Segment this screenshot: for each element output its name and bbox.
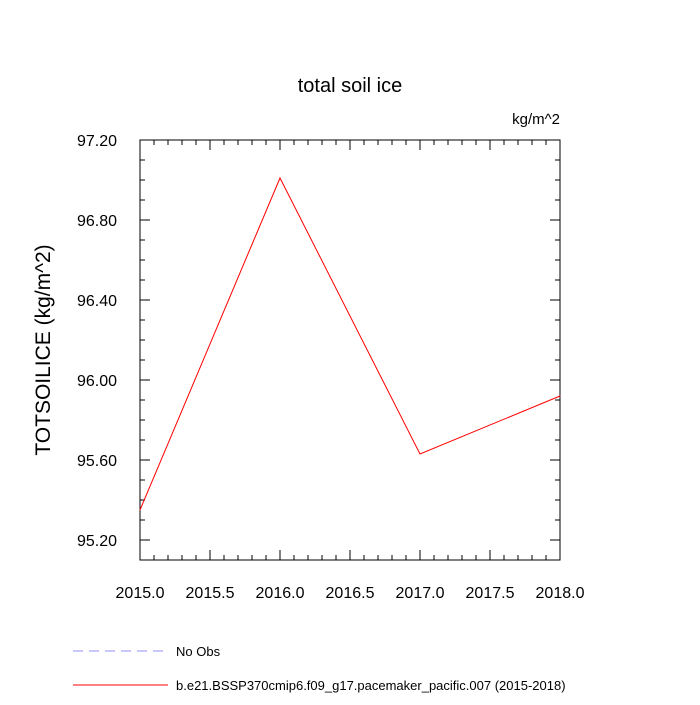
axes: 2015.0 2015.5 2016.0 2016.5 2017.0 2017.5 2018… (77, 133, 585, 602)
x-tick-label: 2015.0 (116, 585, 165, 602)
x-tick-label: 2016.0 (256, 585, 305, 602)
x-tick-label: 2017.5 (466, 585, 515, 602)
plot-frame (139, 139, 561, 561)
legend: No Obs b.e21.BSSP370cmip6.f09_g17.pacemak… (73, 644, 566, 693)
data-point (139, 509, 141, 511)
y-tick-label: 96.40 (77, 293, 117, 310)
y-tick-label: 97.20 (77, 133, 117, 150)
chart-title: total soil ice (298, 75, 403, 97)
data-point (419, 453, 421, 455)
y-axis-label: TOTSOILICE (kg/m^2) (32, 244, 55, 455)
y-tick-label: 96.80 (77, 213, 117, 230)
legend-label-0: No Obs (176, 644, 221, 659)
x-tick-label: 2017.0 (396, 585, 445, 602)
x-tick-label: 2015.5 (186, 585, 235, 602)
data-point (559, 395, 561, 397)
series-line-1 (139, 176, 561, 511)
x-tick-label: 2016.5 (326, 585, 375, 602)
y-tick-label: 95.60 (77, 453, 117, 470)
series-layer (139, 176, 561, 511)
units-label: kg/m^2 (512, 111, 560, 128)
legend-label-1: b.e21.BSSP370cmip6.f09_g17.pacemaker_pac… (176, 678, 566, 693)
y-tick-label: 96.00 (77, 373, 117, 390)
data-point (279, 177, 281, 179)
x-tick-label: 2018.0 (536, 585, 585, 602)
y-tick-label: 95.20 (77, 533, 117, 550)
